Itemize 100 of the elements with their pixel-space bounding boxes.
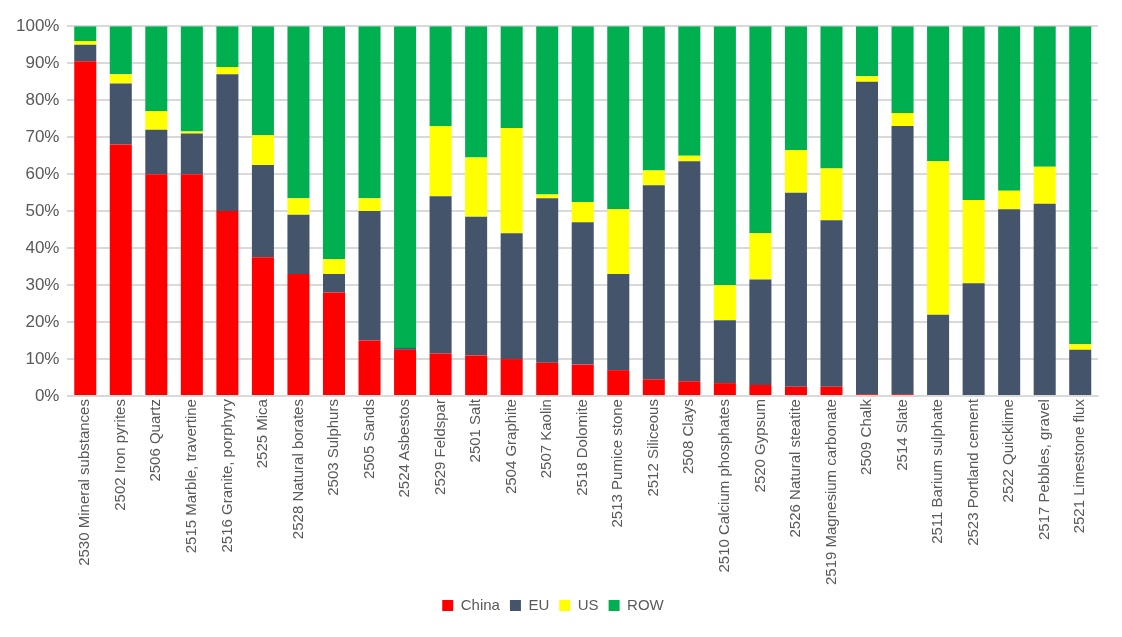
bar [998,26,1021,191]
bar [465,157,488,217]
bar [713,320,736,384]
bar [429,126,452,197]
bar [678,161,701,382]
bar [820,386,843,396]
bar [251,257,274,396]
bar [642,379,665,396]
bar [1069,26,1092,345]
bar [927,26,950,162]
x-tick-label: 2508 Clays [679,399,697,475]
x-tick-label: 2511 Barium sulphate [928,399,946,544]
bar [322,26,346,260]
bar [216,26,239,67]
y-tick-label: 60% [25,163,60,183]
bar [287,274,310,396]
bar [429,196,452,354]
bar [145,111,168,130]
bar [536,198,559,363]
bar [216,66,239,75]
bar [678,155,701,162]
bar [429,26,452,127]
x-tick-label: 2510 Calcium phosphates [715,399,733,573]
x-tick-label: 2506 Quartz [146,399,164,482]
bar [145,26,168,112]
bar [642,170,665,186]
x-tick-label: 2521 Limestone flux [1070,398,1088,534]
bar [322,292,346,396]
bar [856,81,879,395]
x-tick-label: 2528 Natural borates [288,399,306,540]
x-tick-label: 2530 Mineral substances [75,399,93,566]
bar [927,314,950,396]
bar [109,83,132,145]
bar [927,161,950,315]
bar [642,185,665,380]
x-tick-label: 2513 Pumice stone [608,399,626,528]
bar [998,209,1021,396]
bar [180,26,203,132]
bar [358,198,381,212]
bar [891,126,914,395]
bar [536,362,559,396]
y-tick-label: 70% [25,126,60,146]
x-tick-label: 2509 Chalk [857,398,875,475]
bar [394,26,417,348]
bar [820,26,843,169]
y-tick-label: 40% [25,237,60,257]
bar [287,214,310,274]
bar [607,370,630,396]
bar [500,359,523,396]
x-tick-label: 2505 Sands [359,399,377,480]
bar [322,259,346,274]
legend-label: China [460,595,501,613]
bar [74,26,97,41]
y-tick-label: 0% [34,385,60,405]
bar [749,233,772,280]
bar [109,26,132,75]
bar [820,168,843,221]
bar [429,353,452,396]
bar [891,26,914,114]
bar [642,26,665,171]
bar [962,200,985,284]
bar [571,201,594,223]
bar [784,386,807,396]
x-tick-label: 2502 Iron pyrites [110,399,128,511]
x-tick-label: 2518 Dolomite [572,399,590,496]
x-tick-label: 2522 Quicklime [999,399,1017,503]
bar [394,349,417,396]
bar [962,283,985,396]
bar [74,40,97,45]
bar [998,190,1021,210]
bar [749,384,772,396]
bar [784,26,807,151]
bar [465,26,488,158]
y-tick-label: 80% [25,89,60,109]
bar [1069,349,1092,396]
bar [1033,203,1056,396]
bar [891,113,914,127]
bar [678,381,701,396]
x-tick-label: 2503 Sulphurs [324,399,342,496]
x-tick-label: 2524 Asbestos [395,399,413,498]
y-tick-label: 30% [25,274,60,294]
bar [145,174,168,396]
bar [571,364,594,396]
bar [820,220,843,387]
bar [145,129,168,175]
bar [287,26,310,199]
bar [1033,26,1056,167]
x-tick-label: 2507 Kaolin [537,399,555,479]
bar [358,211,381,341]
bar [607,26,630,210]
bar [500,233,523,360]
bar [678,26,701,156]
x-tick-label: 2504 Graphite [501,399,519,495]
y-tick-label: 90% [25,52,60,72]
bar [749,26,772,234]
bar [287,198,310,215]
bar [607,274,630,371]
bar [251,135,274,165]
bar [322,274,346,293]
bar [962,26,985,201]
